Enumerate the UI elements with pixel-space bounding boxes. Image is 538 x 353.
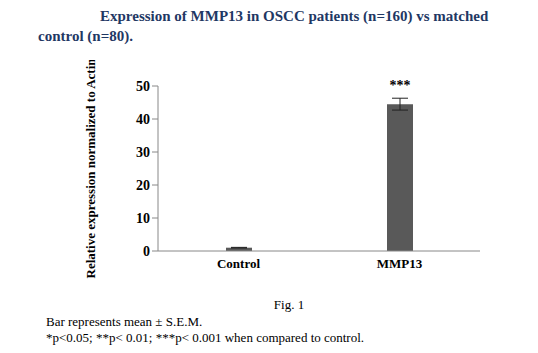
svg-text:0: 0 bbox=[143, 244, 150, 259]
svg-text:MMP13: MMP13 bbox=[377, 256, 423, 271]
html-text:*p<0.05; **p< 0.01; ***p< 0.00: *p<0.05; **p< 0.01; ***p< 0.001 when com… bbox=[46, 330, 365, 345]
svg-text:Relative expression normalized: Relative expression normalized to Actin bbox=[83, 60, 98, 279]
svg-text:10: 10 bbox=[136, 211, 150, 226]
svg-text:30: 30 bbox=[136, 145, 150, 160]
svg-text:***: *** bbox=[390, 78, 411, 93]
html-text:Bar represents mean ± S.E.M.: Bar represents mean ± S.E.M. bbox=[46, 314, 203, 329]
html-text:Fig. 1: Fig. 1 bbox=[273, 297, 305, 312]
svg-text:40: 40 bbox=[136, 112, 150, 127]
svg-text:50: 50 bbox=[136, 79, 150, 94]
html-text:Expression of MMP13 in OSCC pa: Expression of MMP13 in OSCC patients (n=… bbox=[38, 8, 489, 44]
svg-text:20: 20 bbox=[136, 178, 150, 193]
svg-text:Control: Control bbox=[217, 256, 260, 271]
